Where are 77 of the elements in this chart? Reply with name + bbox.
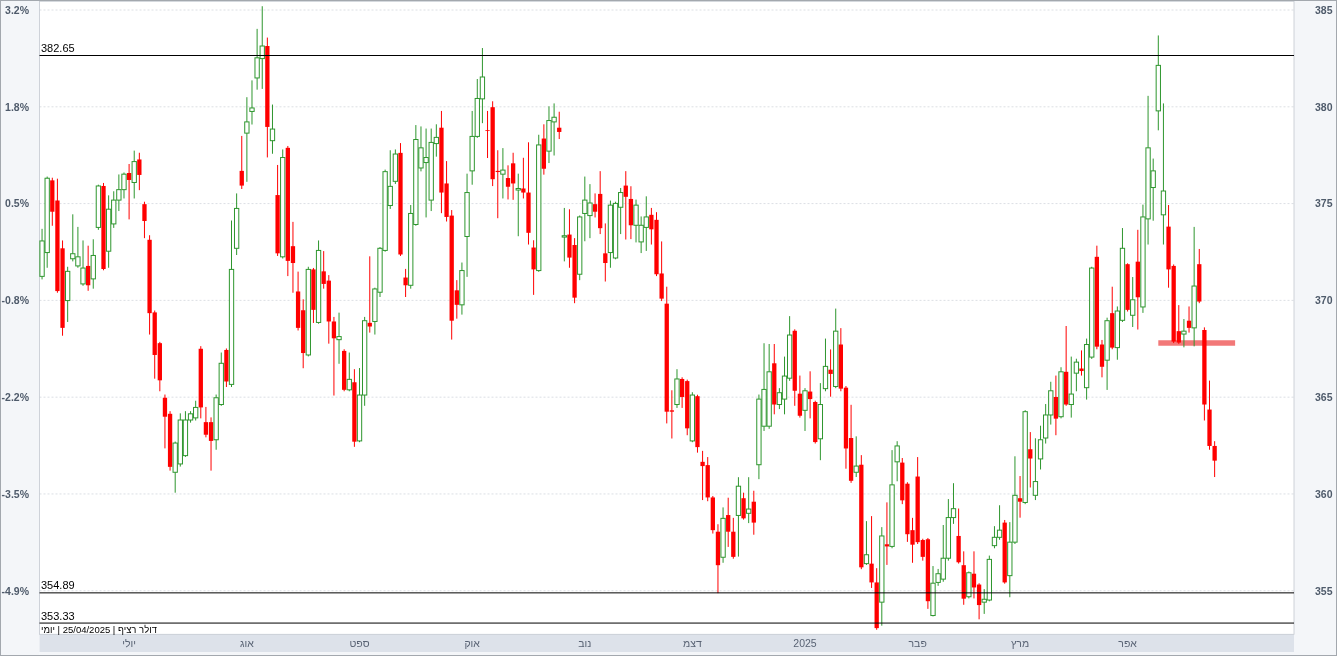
x-tick-label: פבר	[908, 636, 927, 649]
x-tick-label: מרץ	[1011, 636, 1030, 649]
candlestick	[1053, 375, 1059, 436]
candlestick	[1028, 432, 1033, 488]
annotation: דולר רציף | 25/04/2025 | יומי	[41, 624, 157, 635]
candlestick	[746, 477, 752, 524]
x-tick-label: 2025	[793, 636, 817, 649]
candlestick	[853, 436, 859, 478]
y-tick-label: 365	[1315, 390, 1333, 403]
candlestick	[1017, 476, 1023, 518]
candlestick	[531, 240, 536, 295]
candlestick	[623, 171, 628, 240]
x-tick-label: ספט	[349, 636, 370, 649]
candlestick	[561, 207, 567, 262]
candlestick	[603, 223, 608, 282]
candlestick	[1181, 319, 1187, 348]
candlestick	[336, 312, 342, 364]
candlestick	[726, 497, 731, 547]
ref-line-label: 353.33	[41, 609, 75, 622]
x-tick-label: אוק	[464, 636, 481, 649]
candlestick	[515, 173, 521, 237]
candlestick	[751, 490, 756, 535]
candlestick	[208, 417, 214, 471]
y-tick-label: 385	[1315, 3, 1333, 16]
candlestick	[505, 165, 511, 200]
candlestick	[1032, 438, 1039, 501]
candlestick	[1212, 441, 1217, 478]
candlestick	[137, 152, 142, 191]
x-tick-label: אוג	[239, 636, 255, 649]
candlestick	[1079, 350, 1084, 376]
ref-line-label: 382.65	[41, 42, 75, 54]
candlestick	[1037, 425, 1044, 470]
candlestick	[822, 338, 829, 392]
candlestick	[1186, 306, 1192, 333]
candlestick	[797, 375, 803, 418]
candlestick	[869, 516, 874, 588]
candlestick	[239, 135, 244, 189]
candlestick	[126, 163, 132, 220]
x-tick-label: נוב	[578, 636, 592, 649]
y2-tick-label: -3.5%	[1, 487, 30, 500]
y-tick-label: 380	[1315, 100, 1333, 113]
candlestick	[741, 492, 746, 520]
candlestick	[403, 268, 408, 298]
candlestick	[991, 526, 998, 549]
y-tick-label: 370	[1315, 294, 1333, 307]
candlestick	[1068, 356, 1074, 418]
y-tick-label: 375	[1315, 197, 1333, 210]
candlestick	[269, 104, 276, 154]
y-tick-label: 360	[1315, 487, 1333, 500]
candlestick	[346, 352, 352, 392]
candlestick	[331, 316, 337, 396]
y2-tick-label: 1.8%	[5, 100, 30, 113]
candlestick	[500, 148, 506, 199]
candlestick	[521, 157, 526, 199]
candlestick	[1073, 358, 1080, 392]
y2-tick-label: 3.2%	[5, 3, 30, 16]
candlestick	[863, 521, 870, 565]
y2-tick-label: -2.2%	[1, 391, 30, 404]
y-tick-label: 355	[1315, 584, 1333, 597]
candlestick	[828, 349, 833, 397]
y2-tick-label: -4.9%	[1, 584, 30, 597]
y2-tick-label: 0.5%	[5, 197, 30, 210]
x-tick-label: אפר	[1118, 636, 1138, 649]
candlestick	[1160, 103, 1167, 245]
candlestick	[142, 201, 147, 239]
candlestick	[510, 152, 516, 200]
candlestick	[802, 388, 808, 431]
candlestick	[203, 406, 209, 438]
x-tick-label: יולי	[122, 636, 136, 649]
y2-tick-label: -0.8%	[1, 294, 30, 307]
candlestick	[85, 245, 91, 291]
candlestick	[131, 150, 137, 199]
x-tick-label: דצמ	[682, 636, 702, 649]
candlestick	[367, 256, 372, 333]
candlestick	[90, 239, 96, 289]
ref-line-label: 354.89	[41, 579, 75, 592]
candlestick	[1130, 277, 1136, 328]
